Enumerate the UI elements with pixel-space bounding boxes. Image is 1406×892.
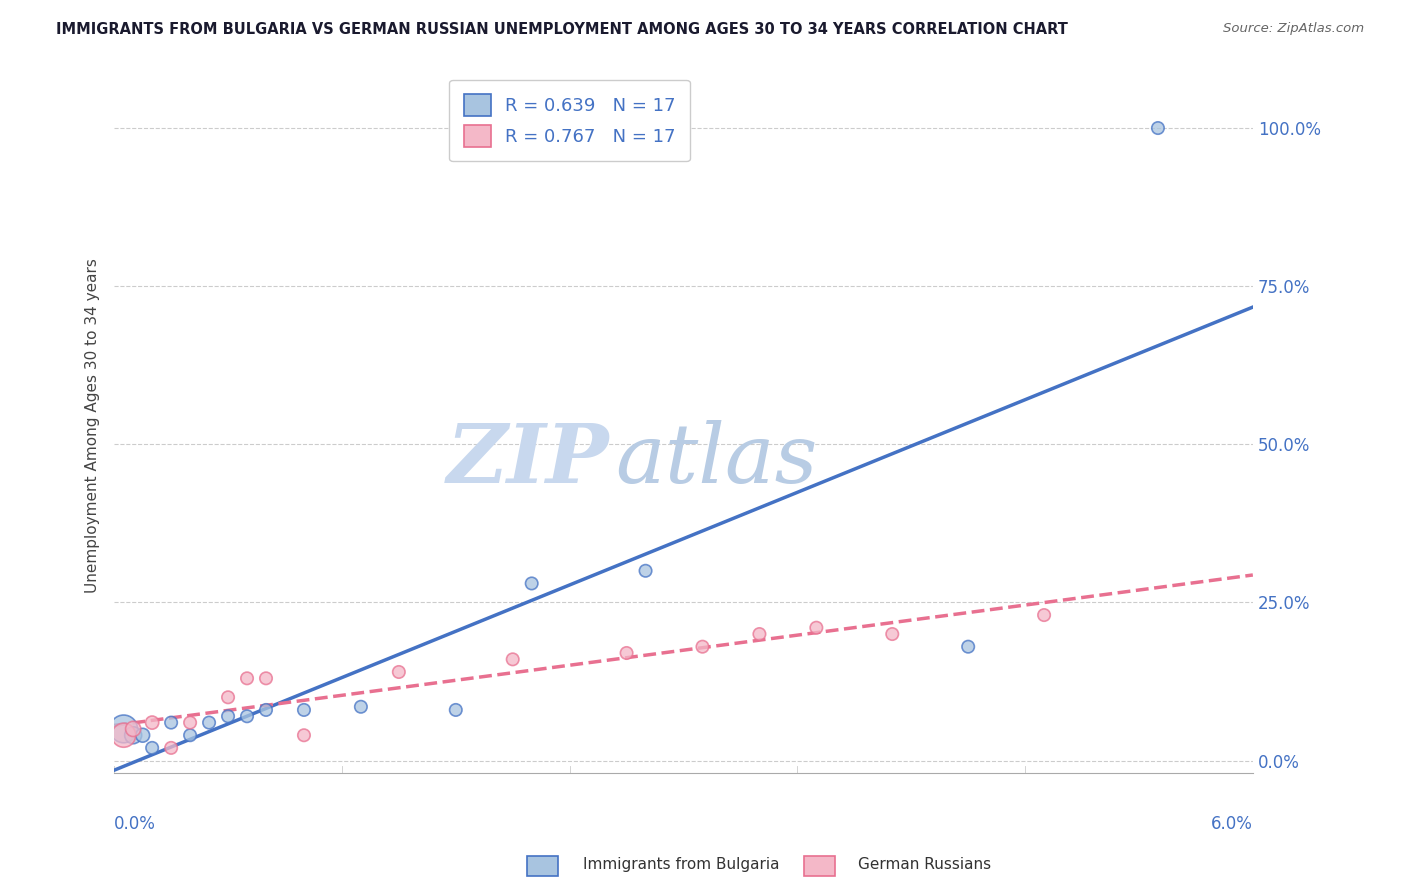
- Point: [179, 728, 201, 742]
- Point: [131, 728, 153, 742]
- Point: [882, 627, 904, 641]
- Point: [388, 665, 411, 679]
- Point: [748, 627, 770, 641]
- Text: IMMIGRANTS FROM BULGARIA VS GERMAN RUSSIAN UNEMPLOYMENT AMONG AGES 30 TO 34 YEAR: IMMIGRANTS FROM BULGARIA VS GERMAN RUSSI…: [56, 22, 1069, 37]
- Point: [292, 703, 315, 717]
- Point: [122, 728, 145, 742]
- Point: [1033, 608, 1056, 623]
- Y-axis label: Unemployment Among Ages 30 to 34 years: Unemployment Among Ages 30 to 34 years: [86, 258, 100, 593]
- Point: [254, 703, 277, 717]
- Point: [806, 621, 828, 635]
- Point: [520, 576, 543, 591]
- Text: ZIP: ZIP: [447, 420, 610, 500]
- Text: 0.0%: 0.0%: [114, 815, 156, 833]
- Point: [141, 740, 163, 755]
- Point: [444, 703, 467, 717]
- Point: [292, 728, 315, 742]
- Text: 6.0%: 6.0%: [1211, 815, 1253, 833]
- Point: [236, 671, 259, 685]
- Point: [350, 699, 373, 714]
- Text: Immigrants from Bulgaria: Immigrants from Bulgaria: [583, 857, 780, 872]
- Point: [198, 715, 221, 730]
- Text: atlas: atlas: [616, 420, 817, 500]
- Point: [141, 715, 163, 730]
- Point: [254, 671, 277, 685]
- Point: [112, 728, 135, 742]
- Point: [236, 709, 259, 723]
- Point: [1147, 121, 1170, 136]
- Point: [634, 564, 657, 578]
- Point: [122, 722, 145, 736]
- Text: Source: ZipAtlas.com: Source: ZipAtlas.com: [1223, 22, 1364, 36]
- Point: [160, 715, 183, 730]
- Point: [957, 640, 980, 654]
- Point: [160, 740, 183, 755]
- Point: [112, 722, 135, 736]
- Point: [217, 709, 239, 723]
- Legend: R = 0.639   N = 17, R = 0.767   N = 17: R = 0.639 N = 17, R = 0.767 N = 17: [449, 79, 690, 161]
- Point: [179, 715, 201, 730]
- Point: [616, 646, 638, 660]
- Text: German Russians: German Russians: [858, 857, 991, 872]
- Point: [502, 652, 524, 666]
- Point: [692, 640, 714, 654]
- Point: [217, 690, 239, 705]
